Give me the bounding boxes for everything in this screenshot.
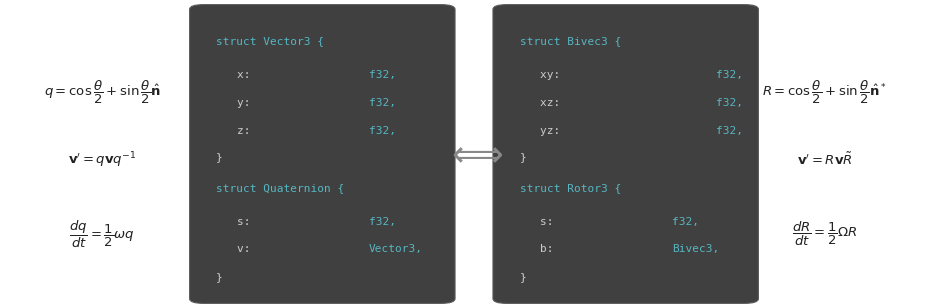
Text: struct Quaternion {: struct Quaternion { [216, 183, 344, 193]
Text: }: } [520, 272, 526, 282]
FancyBboxPatch shape [190, 5, 455, 303]
Text: f32,: f32, [672, 217, 700, 227]
Text: $\mathbf{v}' = q\mathbf{v}q^{-1}$: $\mathbf{v}' = q\mathbf{v}q^{-1}$ [68, 150, 137, 170]
Text: f32,: f32, [717, 98, 743, 108]
Text: s:: s: [237, 217, 257, 227]
Text: f32,: f32, [717, 71, 743, 80]
Text: f32,: f32, [717, 126, 743, 136]
Text: y:: y: [237, 98, 257, 108]
Text: f32,: f32, [369, 98, 396, 108]
FancyBboxPatch shape [493, 5, 758, 303]
Text: v:: v: [237, 245, 257, 254]
Text: $\Longleftrightarrow$: $\Longleftrightarrow$ [445, 137, 503, 171]
Text: yz:: yz: [540, 126, 567, 136]
Text: struct Bivec3 {: struct Bivec3 { [520, 37, 621, 47]
Text: }: } [216, 152, 223, 162]
Text: $\dfrac{dq}{dt} = \dfrac{1}{2}\omega q$: $\dfrac{dq}{dt} = \dfrac{1}{2}\omega q$ [69, 218, 136, 250]
Text: $\dfrac{dR}{dt} = \dfrac{1}{2}\Omega R$: $\dfrac{dR}{dt} = \dfrac{1}{2}\Omega R$ [792, 220, 858, 248]
Text: f32,: f32, [369, 126, 396, 136]
Text: }: } [520, 152, 526, 162]
Text: struct Vector3 {: struct Vector3 { [216, 37, 324, 47]
Text: xz:: xz: [540, 98, 567, 108]
Text: }: } [216, 272, 223, 282]
Text: f32,: f32, [369, 71, 396, 80]
Text: Bivec3,: Bivec3, [672, 245, 720, 254]
Text: Vector3,: Vector3, [369, 245, 423, 254]
Text: $q = \cos\dfrac{\theta}{2} + \sin\dfrac{\theta}{2}\hat{\mathbf{n}}$: $q = \cos\dfrac{\theta}{2} + \sin\dfrac{… [44, 79, 161, 106]
Text: x:: x: [237, 71, 257, 80]
Text: f32,: f32, [369, 217, 396, 227]
Text: struct Rotor3 {: struct Rotor3 { [520, 183, 621, 193]
Text: s:: s: [540, 217, 560, 227]
Text: b:: b: [540, 245, 560, 254]
Text: z:: z: [237, 126, 257, 136]
Text: $\mathbf{v}' = R\mathbf{v}\tilde{R}$: $\mathbf{v}' = R\mathbf{v}\tilde{R}$ [797, 152, 852, 168]
Text: $R = \cos\dfrac{\theta}{2} + \sin\dfrac{\theta}{2}\hat{\mathbf{n}}^*$: $R = \cos\dfrac{\theta}{2} + \sin\dfrac{… [762, 79, 887, 106]
Text: xy:: xy: [540, 71, 567, 80]
